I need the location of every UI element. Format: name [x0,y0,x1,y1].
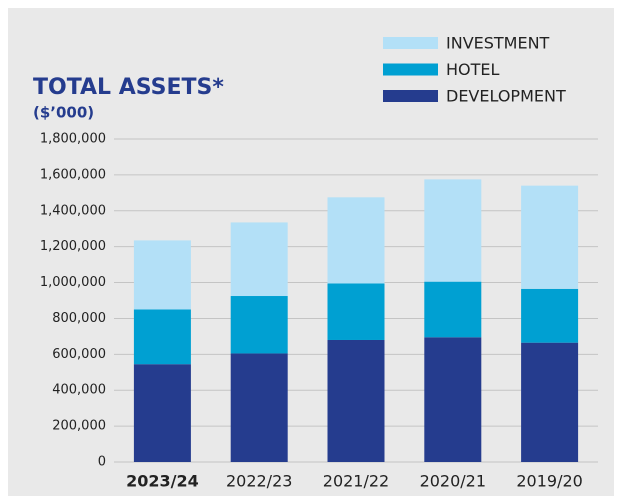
bar-segment [424,337,482,462]
x-tick-label: 2022/23 [226,472,292,491]
bar-segment [521,185,579,289]
bar-segment [424,179,482,282]
bar-segment [230,353,288,462]
bar-segment [133,364,191,462]
y-tick-label: 1,600,000 [40,167,106,182]
y-tick-label: 800,000 [52,311,106,326]
bar-segment [521,288,579,343]
bar-segment [230,296,288,354]
bar-segment [327,197,385,284]
x-tick-label: 2023/24 [126,472,199,491]
chart-title: TOTAL ASSETS* [33,75,224,100]
bar-segment [230,222,288,297]
legend-swatch [383,63,438,76]
y-tick-label: 1,800,000 [40,132,106,147]
y-tick-label: 1,400,000 [40,203,106,218]
chart-subtitle: ($’000) [33,104,94,122]
y-tick-label: 600,000 [52,347,106,362]
bar-segment [521,342,579,462]
panel [8,8,614,496]
x-tick-label: 2019/20 [516,472,582,491]
x-tick-label: 2020/21 [420,472,486,491]
bar-segment [133,240,191,310]
bar-segment [327,283,385,340]
y-tick-label: 0 [98,455,106,470]
legend-swatch [383,37,438,49]
y-tick-label: 1,000,000 [40,275,106,290]
legend-label: HOTEL [446,60,500,79]
y-tick-label: 1,200,000 [40,239,106,254]
bar-segment [327,339,385,462]
x-tick-label: 2021/22 [323,472,389,491]
legend-label: INVESTMENT [446,34,550,53]
bar-segment [424,281,482,338]
y-tick-label: 400,000 [52,383,106,398]
bar-segment [133,309,191,365]
legend-label: DEVELOPMENT [446,87,566,106]
y-tick-label: 200,000 [52,419,106,434]
legend-swatch [383,90,438,102]
